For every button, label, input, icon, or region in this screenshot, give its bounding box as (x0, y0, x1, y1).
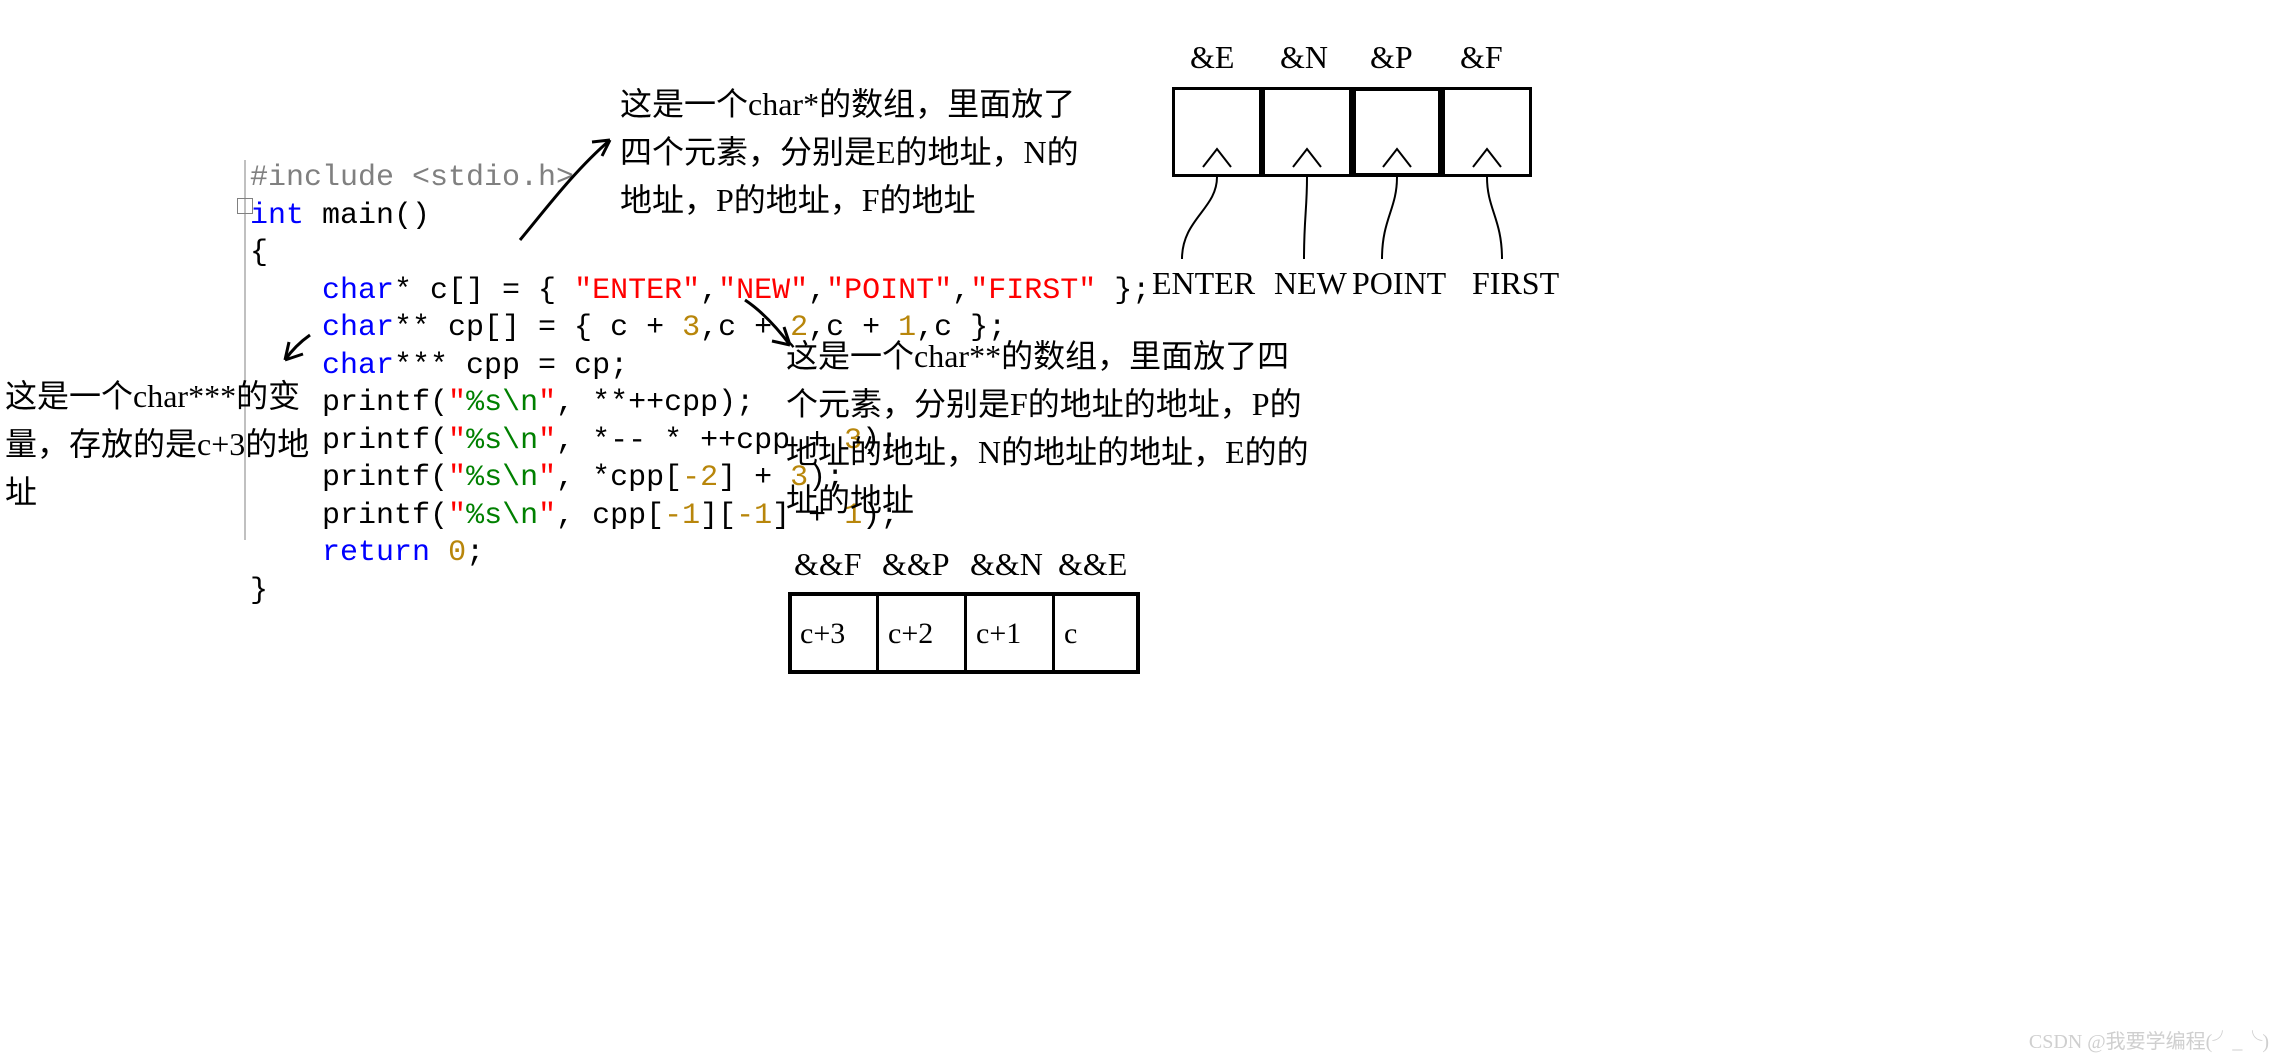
cp-array-divider (876, 592, 879, 674)
c-array-string-label: FIRST (1472, 265, 1559, 302)
cp-array-value: c+3 (800, 617, 845, 651)
c-array-cell (1352, 87, 1442, 177)
c-array-cell (1172, 87, 1262, 177)
cp-array-value: c (1064, 617, 1077, 651)
c-array-addr-label: &P (1370, 39, 1413, 76)
c-array-cell (1262, 87, 1352, 177)
arrows-layer (0, 0, 2289, 1064)
cp-array-value: c+1 (976, 617, 1021, 651)
c-array-string-label: POINT (1352, 265, 1446, 302)
cp-array-addr-label: &&E (1058, 546, 1127, 583)
c-array-string-label: ENTER (1152, 265, 1255, 302)
cp-array-divider (964, 592, 967, 674)
cp-array-addr-label: &&P (882, 546, 950, 583)
c-array-string-label: NEW (1274, 265, 1347, 302)
c-array-addr-label: &E (1190, 39, 1234, 76)
cp-array-divider (1052, 592, 1055, 674)
cp-array-value: c+2 (888, 617, 933, 651)
c-array-addr-label: &N (1280, 39, 1328, 76)
watermark: CSDN @我要学编程(╯_╰) (2029, 1025, 2269, 1054)
cp-array-addr-label: &&F (794, 546, 862, 583)
c-array-addr-label: &F (1460, 39, 1503, 76)
c-array-cell (1442, 87, 1532, 177)
cp-array-addr-label: &&N (970, 546, 1043, 583)
